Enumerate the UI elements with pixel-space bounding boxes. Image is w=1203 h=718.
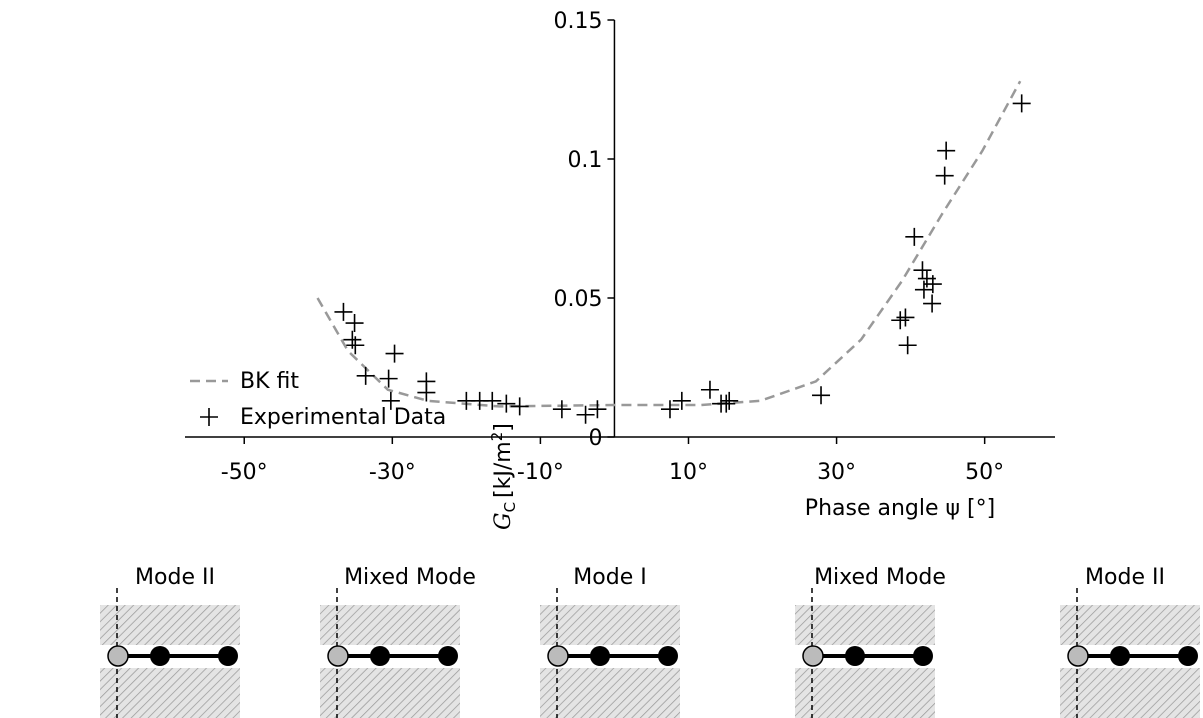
hatched-block xyxy=(795,605,935,645)
node xyxy=(845,646,865,666)
data-point xyxy=(379,369,398,388)
node-open xyxy=(107,645,129,667)
hatched-block xyxy=(540,668,680,718)
legend-swatch xyxy=(200,408,218,426)
y-tick-label: 0 xyxy=(588,426,602,451)
node xyxy=(658,646,678,666)
data-point xyxy=(923,294,942,313)
data-point xyxy=(672,391,691,410)
legend-label: Experimental Data xyxy=(240,405,446,430)
data-point xyxy=(588,400,607,419)
y-tick-label: 0.15 xyxy=(553,9,602,34)
data-point xyxy=(935,166,954,185)
data-point xyxy=(1012,94,1031,113)
y-label-symbol: G xyxy=(491,512,516,530)
node xyxy=(1110,646,1130,666)
x-tick-label: 30° xyxy=(817,460,856,485)
x-tick-label: 10° xyxy=(669,460,708,485)
hatched-block xyxy=(795,668,935,718)
data-point xyxy=(913,261,932,280)
mode-label: Mode II xyxy=(1085,565,1165,590)
data-point xyxy=(700,380,719,399)
node xyxy=(913,646,933,666)
y-axis-label: GC[kJ/m2] xyxy=(488,423,519,530)
hatched-block xyxy=(1060,668,1200,718)
data-point xyxy=(898,336,917,355)
node xyxy=(590,646,610,666)
data-point xyxy=(937,141,956,160)
node xyxy=(370,646,390,666)
node-open xyxy=(802,645,824,667)
node-open xyxy=(547,645,569,667)
data-point xyxy=(385,344,404,363)
node xyxy=(150,646,170,666)
x-tick-label: -50° xyxy=(221,460,268,485)
data-point xyxy=(896,308,915,327)
hatched-block xyxy=(100,668,240,718)
mode-label: Mode I xyxy=(573,565,646,590)
data-point xyxy=(812,386,831,405)
x-axis-label: Phase angle ψ [°] xyxy=(805,496,995,521)
node xyxy=(1178,646,1198,666)
y-label-unit: [kJ/m xyxy=(491,441,516,498)
hatched-block xyxy=(540,605,680,645)
data-point xyxy=(905,227,924,246)
hatched-block xyxy=(1060,605,1200,645)
node xyxy=(218,646,238,666)
data-point xyxy=(381,391,400,410)
hatched-block xyxy=(320,605,460,645)
node xyxy=(438,646,458,666)
x-tick-label: 50° xyxy=(965,460,1004,485)
data-point xyxy=(483,391,502,410)
x-tick-label: -30° xyxy=(369,460,416,485)
x-tick-label: -10° xyxy=(517,460,564,485)
mode-label: Mixed Mode xyxy=(814,565,946,590)
data-point xyxy=(923,275,942,294)
mode-label: Mode II xyxy=(135,565,215,590)
mode-label: Mixed Mode xyxy=(344,565,476,590)
y-tick-label: 0.1 xyxy=(567,148,602,173)
data-point xyxy=(576,405,595,424)
data-point xyxy=(497,394,516,413)
data-point xyxy=(345,314,364,333)
data-point xyxy=(660,400,679,419)
y-label-close: ] xyxy=(491,423,516,432)
data-point xyxy=(334,302,353,321)
y-label-sub: C xyxy=(501,502,519,512)
data-point xyxy=(552,400,571,419)
hatched-block xyxy=(320,668,460,718)
data-point xyxy=(891,311,910,330)
y-tick-label: 0.05 xyxy=(553,287,602,312)
data-point xyxy=(717,394,736,413)
data-point xyxy=(510,397,529,416)
legend-label: BK fit xyxy=(240,369,299,394)
data-point xyxy=(720,391,739,410)
data-point xyxy=(417,383,436,402)
data-point xyxy=(356,366,375,385)
node-open xyxy=(1067,645,1089,667)
hatched-block xyxy=(100,605,240,645)
data-point xyxy=(346,336,365,355)
node-open xyxy=(327,645,349,667)
